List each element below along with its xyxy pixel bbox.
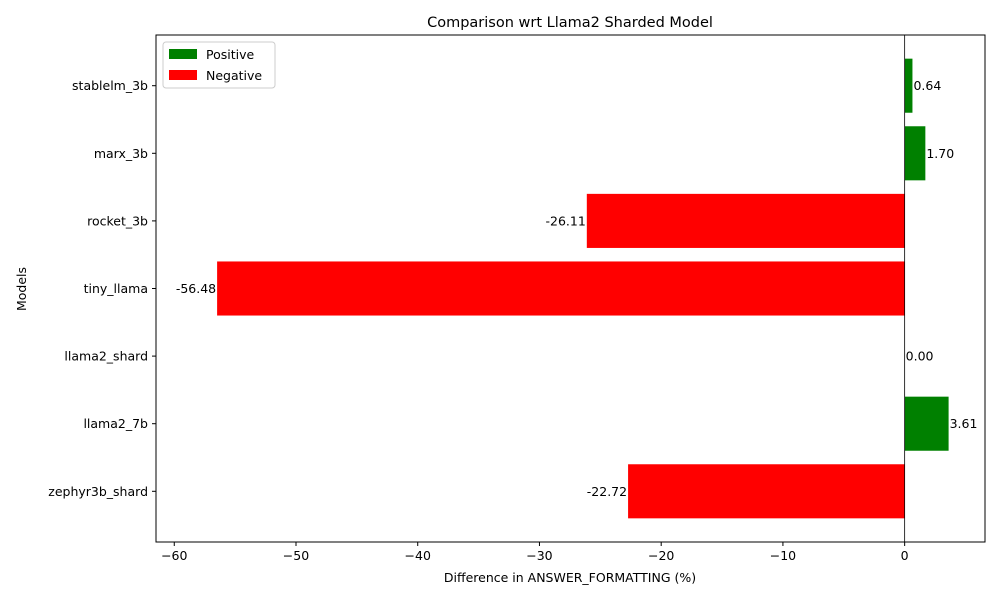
y-axis-label: Models: [14, 267, 29, 311]
legend-label: Positive: [206, 47, 254, 62]
bar-value-label: 3.61: [950, 416, 978, 431]
x-tick-label: 0: [901, 548, 909, 563]
y-tick-label: tiny_llama: [84, 281, 148, 296]
bar-value-label: -22.72: [587, 484, 627, 499]
bar: [904, 126, 926, 181]
y-tick-label: llama2_shard: [64, 349, 148, 364]
y-tick-label: llama2_7b: [83, 416, 148, 431]
bar-value-label: 1.70: [926, 146, 954, 161]
x-tick-label: −60: [161, 548, 187, 563]
legend-label: Negative: [206, 68, 262, 83]
y-tick-label: zephyr3b_shard: [48, 484, 148, 499]
x-tick-label: −10: [770, 548, 796, 563]
bar: [217, 261, 905, 316]
y-tick-label: stablelm_3b: [72, 78, 148, 93]
bar: [904, 58, 913, 113]
bar: [586, 193, 905, 248]
chart-title: Comparison wrt Llama2 Sharded Model: [427, 15, 713, 31]
bar: [904, 396, 949, 451]
x-tick-label: −50: [283, 548, 309, 563]
legend-swatch: [169, 70, 197, 80]
legend: Positive Negative: [162, 41, 276, 89]
y-tick-label: marx_3b: [94, 146, 148, 161]
bar-value-label: -26.11: [546, 213, 586, 228]
x-tick-label: −40: [405, 548, 431, 563]
x-tick-label: −30: [526, 548, 552, 563]
legend-swatch: [169, 49, 197, 59]
bar: [628, 464, 905, 519]
bar-value-label: 0.64: [913, 78, 941, 93]
y-tick-label: rocket_3b: [87, 213, 148, 228]
bar-value-label: -56.48: [176, 281, 216, 296]
bar-value-label: 0.00: [906, 349, 934, 364]
x-axis-label: Difference in ANSWER_FORMATTING (%): [444, 570, 696, 585]
plot-area: -22.72 3.61 0.00 -56.48 -26.11 1.70 0.64 −60 −50…: [48, 34, 986, 563]
x-tick-label: −20: [648, 548, 674, 563]
